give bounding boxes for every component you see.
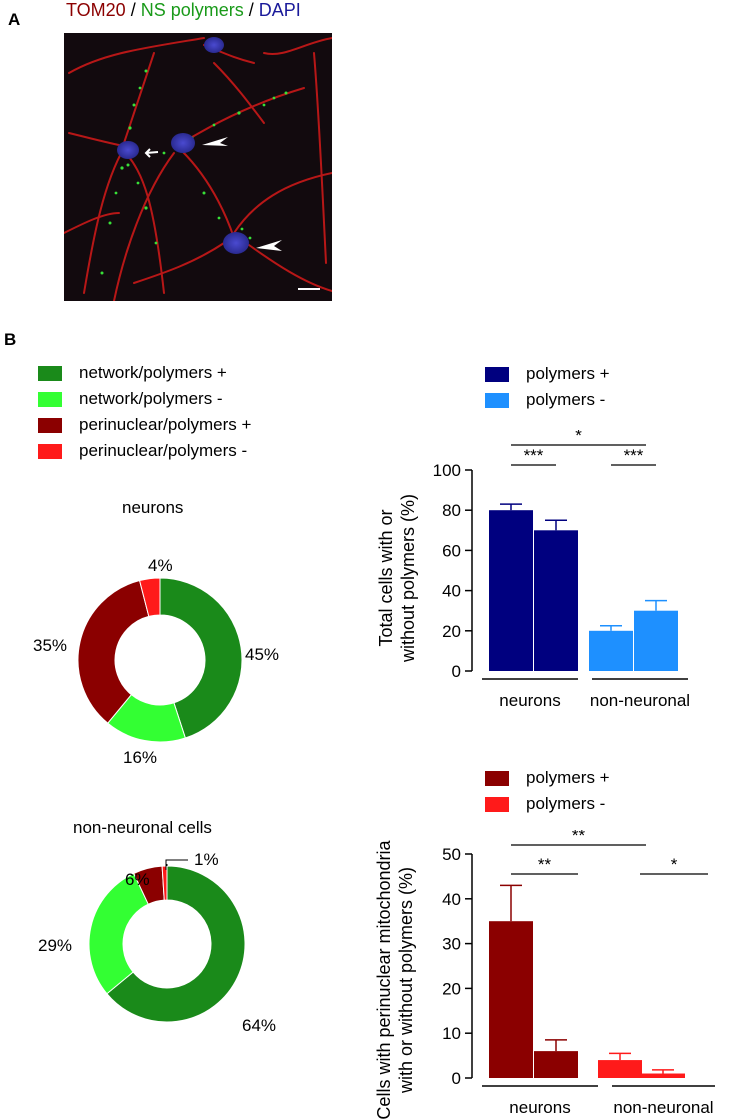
y-tick-label: 20	[442, 622, 461, 641]
legend-label: network/polymers -	[79, 389, 223, 408]
bar-chart-perinuclear: Cells with perinuclear mitochondria with…	[374, 830, 715, 1119]
bar	[534, 530, 578, 671]
y-tick-label: 0	[452, 1069, 461, 1088]
bar2-legend-neg: polymers -	[485, 791, 610, 817]
significance-stars: *	[575, 430, 582, 445]
micrograph-title: TOM20 / NS polymers / DAPI	[66, 0, 301, 21]
donut-neurons-label-16: 16%	[123, 748, 158, 767]
title-tom20: TOM20	[66, 0, 126, 20]
legend-label: perinuclear/polymers -	[79, 441, 248, 460]
bar	[589, 630, 633, 671]
category-label: neurons	[499, 691, 560, 710]
bar2-ylabel-line2: with or without polymers (%)	[396, 867, 416, 1094]
bar	[489, 921, 533, 1078]
bar2-legend-pos: polymers +	[485, 765, 610, 791]
legend-perinuclear-neg: perinuclear/polymers -	[38, 438, 251, 464]
panel-a-letter: A	[8, 10, 21, 29]
micrograph-image	[64, 33, 332, 301]
y-tick-label: 30	[442, 935, 461, 954]
bar1-legend-neg: polymers -	[485, 387, 610, 413]
significance-stars: **	[538, 855, 552, 874]
y-tick-label: 40	[442, 582, 461, 601]
swatch-bar2-pos	[485, 770, 509, 786]
bar2-ylabel-line1: Cells with perinuclear mitochondria	[374, 839, 394, 1119]
donut-slice	[78, 579, 150, 724]
donut-slice	[161, 865, 168, 901]
donut-neurons-slices	[78, 577, 242, 743]
donut-neurons	[78, 577, 242, 743]
donut-nonneuronal-label-6: 6%	[125, 870, 150, 889]
legend-network-pos: network/polymers +	[38, 360, 251, 386]
significance-stars: *	[671, 855, 678, 874]
swatch-network-pos	[38, 365, 62, 381]
donut-nonneuronal	[88, 864, 246, 1023]
title-dapi: DAPI	[258, 0, 301, 20]
swatch-perinuclear-neg	[38, 443, 62, 459]
bar	[489, 510, 533, 671]
leader-1pct	[165, 859, 188, 870]
donut-slice	[159, 577, 242, 739]
fluorescence-micrograph	[64, 33, 332, 301]
legend-label: polymers -	[526, 390, 606, 409]
category-label: non-neuronal	[590, 691, 690, 710]
y-tick-label: 50	[442, 845, 461, 864]
legend-label: polymers +	[526, 768, 610, 787]
y-tick-label: 80	[442, 501, 461, 520]
legend-label: network/polymers +	[79, 363, 227, 382]
swatch-bar1-neg	[485, 392, 509, 408]
donut-slice	[88, 872, 149, 995]
donut-slice	[106, 865, 246, 1023]
y-tick-label: 60	[442, 541, 461, 560]
donut-neurons-label-4: 4%	[148, 556, 173, 575]
donut-nonneuronal-label-1: 1%	[194, 850, 219, 869]
donut-slice	[138, 577, 161, 618]
donut-nonneuronal-title: non-neuronal cells	[73, 818, 212, 837]
bar1-ylabel-line1: Total cells with or	[376, 509, 396, 646]
title-sep-1: /	[125, 0, 141, 20]
swatch-network-neg	[38, 391, 62, 407]
bar-chart-total: Total cells with or without polymers (%)…	[376, 430, 690, 710]
donut-nonneuronal-label-64: 64%	[242, 1016, 277, 1035]
bar1-legend: polymers + polymers -	[485, 361, 610, 413]
y-tick-label: 100	[433, 461, 461, 480]
swatch-perinuclear-pos	[38, 417, 62, 433]
significance-stars: **	[572, 830, 586, 845]
swatch-bar2-neg	[485, 796, 509, 812]
panel-b-letter: B	[4, 330, 17, 349]
legend-network-neg: network/polymers -	[38, 386, 251, 412]
title-ns-polymers: NS polymers	[140, 0, 244, 20]
swatch-bar1-pos	[485, 366, 509, 382]
y-tick-label: 40	[442, 890, 461, 909]
bar	[641, 1073, 685, 1078]
category-label: neurons	[509, 1098, 570, 1117]
bar	[534, 1051, 578, 1078]
bar2-legend: polymers + polymers -	[485, 765, 610, 817]
category-label: non-neuronal	[613, 1098, 713, 1117]
significance-stars: ***	[524, 446, 544, 465]
bar1-ylabel-line2: without polymers (%)	[398, 494, 418, 663]
donut-nonneuronal-slices	[88, 865, 246, 1023]
bar	[598, 1060, 642, 1078]
title-sep-2: /	[243, 0, 259, 20]
legend-perinuclear-pos: perinuclear/polymers +	[38, 412, 251, 438]
y-tick-label: 10	[442, 1024, 461, 1043]
donut-neurons-label-45: 45%	[245, 645, 280, 664]
significance-stars: ***	[624, 446, 644, 465]
bar1-legend-pos: polymers +	[485, 361, 610, 387]
donut-neurons-label-35: 35%	[33, 636, 68, 655]
legend-label: polymers -	[526, 794, 606, 813]
y-tick-label: 0	[452, 662, 461, 681]
y-tick-label: 20	[442, 979, 461, 998]
legend-label: perinuclear/polymers +	[79, 415, 252, 434]
bar	[634, 610, 678, 671]
donut-nonneuronal-label-29: 29%	[38, 936, 73, 955]
donut-legend: network/polymers + network/polymers - pe…	[38, 360, 251, 464]
donut-neurons-title: neurons	[122, 498, 184, 517]
legend-label: polymers +	[526, 364, 610, 383]
